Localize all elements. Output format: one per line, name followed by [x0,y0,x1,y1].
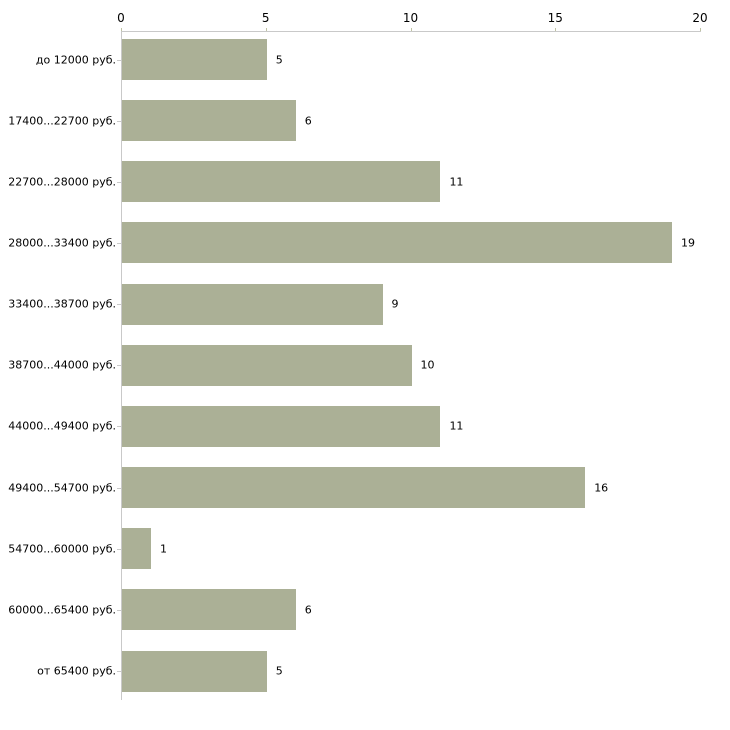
bar [122,467,586,509]
category-label: до 12000 руб. [35,53,116,66]
bar [122,161,441,203]
y-axis-tick-mark [117,548,121,550]
category-label: 33400...38700 руб. [8,297,116,311]
bar-value-label: 10 [420,358,435,372]
y-axis-tick-mark [117,365,121,367]
y-axis-tick-mark [117,304,121,306]
category-label: 54700...60000 руб. [8,542,116,556]
x-axis-tick-mark [121,28,122,32]
bar-value-label: 11 [449,175,464,189]
bar [122,39,267,80]
y-axis-tick-mark [117,671,121,672]
category-label: 17400...22700 руб. [8,114,116,128]
category-label: 44000...49400 руб. [8,419,116,433]
x-axis-tick-mark [265,28,267,32]
bar [122,100,296,142]
x-axis-tick-label: 10 [402,11,419,25]
bar-value-label: 5 [275,53,283,66]
bar [122,650,267,692]
category-label: 60000...65400 руб. [8,603,116,617]
y-axis-line [121,31,122,700]
bar-value-label: 19 [681,236,696,250]
y-axis-tick-mark [117,426,121,428]
y-axis-tick-mark [117,242,121,244]
x-axis-tick-label: 5 [261,11,270,25]
bar [122,528,151,570]
x-axis-tick-mark [555,28,557,32]
bar-value-label: 5 [275,664,283,678]
y-axis-tick-mark [117,59,121,61]
bar [122,344,412,386]
y-axis-tick-mark [117,609,121,611]
bar [122,405,441,447]
bar-value-label: 1 [159,542,167,556]
x-axis-tick-mark [700,28,701,32]
bar [122,222,673,264]
bar [122,589,296,631]
category-label: 22700...28000 руб. [8,175,116,189]
bar [122,283,383,325]
bar-value-label: 6 [304,603,312,617]
category-label: от 65400 руб. [37,664,116,678]
y-axis-tick-mark [117,120,121,122]
x-axis-tick-label: 15 [547,11,563,25]
bar-value-label: 9 [391,297,399,311]
bar-value-label: 6 [304,114,312,128]
x-axis-line [121,31,701,32]
y-axis-tick-mark [117,181,121,183]
y-axis-tick-mark [117,487,121,489]
bar-value-label: 11 [449,419,464,433]
bar-value-label: 16 [594,481,609,495]
x-axis-tick-label: 0 [117,11,125,25]
category-label: 28000...33400 руб. [8,236,116,250]
x-axis-tick-mark [410,28,412,32]
x-axis-tick-label: 20 [692,11,708,25]
category-label: 38700...44000 руб. [8,358,116,372]
category-label: 49400...54700 руб. [8,481,116,495]
